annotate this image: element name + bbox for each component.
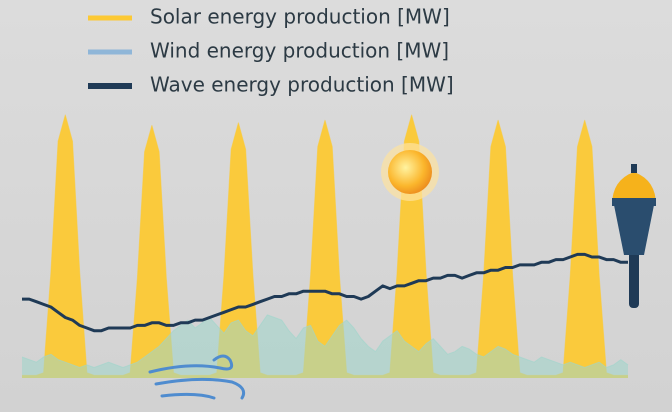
legend: Solar energy production [MW] Wind energy … xyxy=(88,5,454,97)
series-line xyxy=(21,314,629,368)
plot xyxy=(21,114,629,378)
wind-icon xyxy=(148,354,246,400)
series-line xyxy=(22,252,628,333)
legend-label: Solar energy production [MW] xyxy=(150,5,450,29)
legend-label: Wind energy production [MW] xyxy=(150,39,449,63)
legend-label: Wave energy production [MW] xyxy=(150,73,454,97)
buoy-icon xyxy=(612,164,656,308)
area-fill xyxy=(22,115,628,378)
sun-icon xyxy=(381,143,439,201)
